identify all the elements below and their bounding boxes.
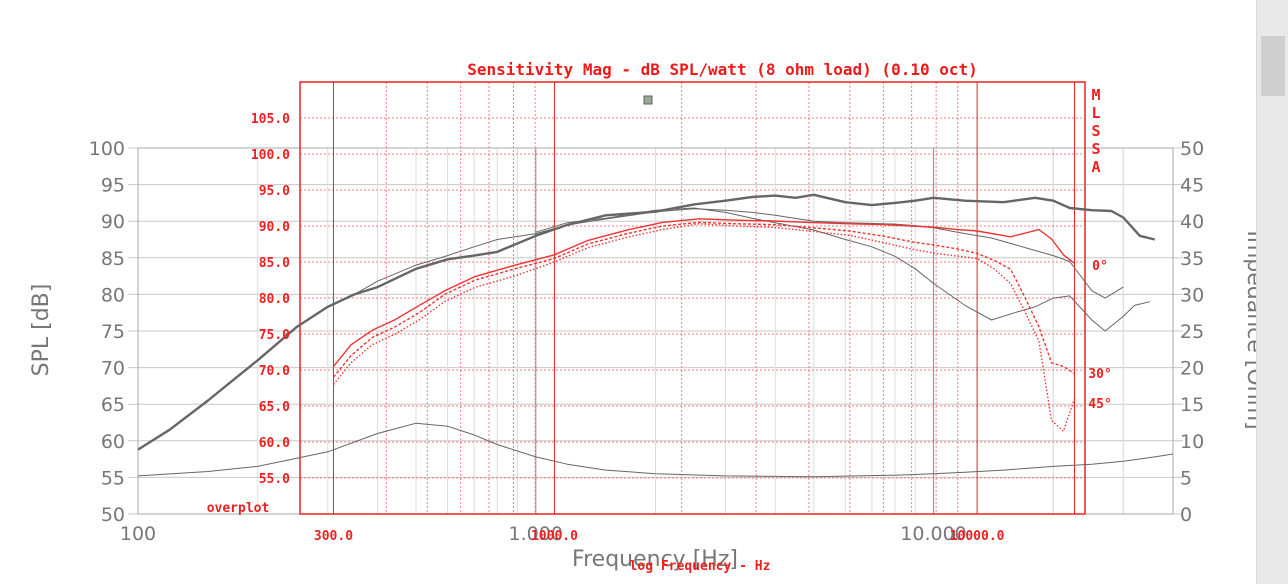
sensitivity-tick-label: 85.0: [259, 256, 290, 271]
impedance-tick-label: 5: [1180, 467, 1192, 489]
spl-tick-label: 50: [101, 504, 125, 526]
impedance-tick-label: 10: [1180, 431, 1204, 453]
sensitivity-tick-label: 90.0: [259, 220, 290, 235]
spl-curve: [137, 193, 1156, 451]
sensitivity-chart-grid: [299, 81, 1086, 515]
sensitivity-tick-label: 70.0: [259, 364, 290, 379]
sensitivity-x-axis-title: log Frequency - Hz: [630, 559, 771, 574]
side-letter: S: [1091, 140, 1100, 158]
sensitivity-tick-label: 105.0: [251, 112, 290, 127]
sensitivity-frequency-tick-label: 1000.0: [531, 529, 578, 544]
impedance-tick-label: 15: [1180, 394, 1204, 416]
sensitivity-tick-label: 65.0: [259, 400, 290, 415]
sensitivity-frequency-tick-label: 10000.0: [950, 529, 1005, 544]
spl-tick-label: 65: [101, 394, 125, 416]
frequency-axis-title: Frequency [Hz]: [572, 547, 738, 572]
frequency-tick-label: 1.000: [509, 523, 563, 545]
impedance-tick-label: 0: [1180, 504, 1192, 526]
sensitivity-frequency-tick-label: 300.0: [314, 529, 353, 544]
side-letter: S: [1091, 122, 1100, 140]
impedance-tick-label: 45: [1180, 175, 1204, 197]
spl-curve: [137, 422, 1174, 478]
side-letter: L: [1091, 104, 1100, 122]
sensitivity-curve: [332, 218, 1075, 367]
spl-tick-label: 90: [101, 211, 125, 233]
spl-tick-label: 60: [101, 431, 125, 453]
vertical-scrollbar[interactable]: [1256, 0, 1288, 584]
sensitivity-tick-label: 100.0: [251, 148, 290, 163]
sensitivity-tick-label: 60.0: [259, 436, 290, 451]
angle-label: 0°: [1092, 259, 1108, 274]
sensitivity-curve: [332, 223, 1076, 432]
angle-label: 45°: [1088, 397, 1111, 412]
spl-tick-label: 55: [101, 467, 125, 489]
sensitivity-tick-label: 55.0: [259, 472, 290, 487]
impedance-axis-title: Impedance [Ohm]: [1242, 230, 1256, 429]
frequency-tick-label: 100: [120, 523, 156, 545]
side-letter: A: [1091, 158, 1100, 176]
spl-tick-label: 80: [101, 284, 125, 306]
chart-labels: 1009590858075706560555050454035302520151…: [29, 60, 1256, 574]
spl-tick-label: 85: [101, 248, 125, 270]
frequency-tick-label: 10.000: [900, 523, 966, 545]
impedance-tick-label: 30: [1180, 284, 1204, 306]
impedance-tick-label: 25: [1180, 321, 1204, 343]
spl-tick-label: 75: [101, 321, 125, 343]
angle-label: 30°: [1088, 367, 1111, 382]
side-letter: M: [1091, 86, 1100, 104]
legend-marker: [643, 95, 653, 105]
spl-tick-label: 95: [101, 175, 125, 197]
chart-curves: [137, 193, 1174, 478]
impedance-tick-label: 35: [1180, 248, 1204, 270]
sensitivity-plot-frame: [299, 81, 1086, 515]
sensitivity-chart-title: Sensitivity Mag - dB SPL/watt (8 ohm loa…: [467, 60, 978, 79]
spl-tick-label: 70: [101, 358, 125, 380]
scrollbar-thumb[interactable]: [1261, 36, 1285, 96]
impedance-tick-label: 40: [1180, 211, 1204, 233]
sensitivity-tick-label: 95.0: [259, 184, 290, 199]
impedance-tick-label: 20: [1180, 358, 1204, 380]
sensitivity-tick-label: 75.0: [259, 328, 290, 343]
spl-axis-title: SPL [dB]: [29, 284, 54, 377]
spl-curve: [354, 208, 1124, 299]
sensitivity-tick-label: 80.0: [259, 292, 290, 307]
spl-curve: [535, 207, 1151, 332]
spl-tick-label: 100: [89, 138, 125, 160]
frequency-response-chart: 1009590858075706560555050454035302520151…: [29, 60, 1256, 574]
sensitivity-curve: [332, 221, 1075, 378]
overplot-label: overplot: [207, 501, 270, 516]
impedance-tick-label: 50: [1180, 138, 1204, 160]
